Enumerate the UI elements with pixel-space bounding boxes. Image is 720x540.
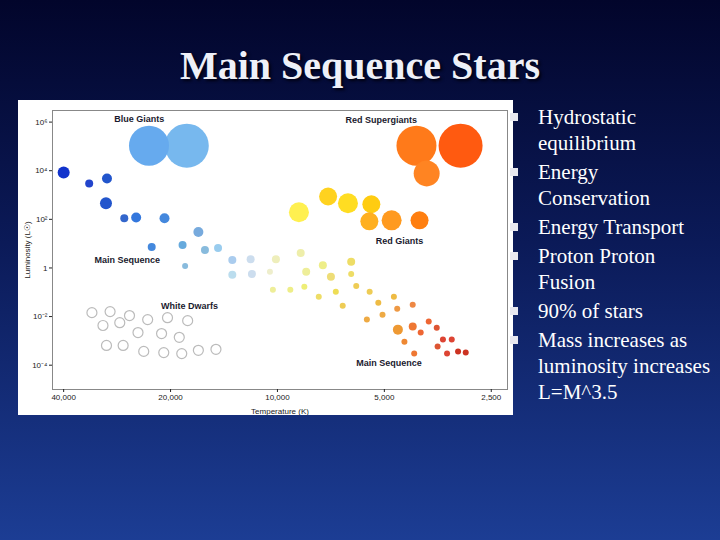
svg-text:Main Sequence: Main Sequence — [356, 358, 422, 368]
html-text:Energy Transport: Energy Transport — [538, 215, 684, 239]
html-text:Hydrostatic equilibrium: Hydrostatic equilibrium — [538, 105, 636, 155]
html-text:90% of stars: 90% of stars — [538, 299, 643, 323]
svg-text:Luminosity (L☉): Luminosity (L☉) — [23, 221, 32, 279]
svg-text:5,000: 5,000 — [374, 393, 395, 402]
svg-text:2,500: 2,500 — [481, 393, 502, 402]
html-text:Mass increases as luminosity i: Mass increases as luminosity increases L… — [538, 328, 711, 404]
svg-text:1: 1 — [43, 264, 48, 273]
html-text:Energy Conservation: Energy Conservation — [538, 160, 650, 210]
html-text:Proton Proton Fusion: Proton Proton Fusion — [538, 244, 656, 294]
svg-text:Red Supergiants: Red Supergiants — [346, 115, 418, 125]
svg-text:10⁻²: 10⁻² — [33, 312, 48, 321]
svg-text:10⁻⁴: 10⁻⁴ — [32, 361, 48, 370]
svg-text:20,000: 20,000 — [158, 393, 183, 402]
svg-text:Blue Giants: Blue Giants — [114, 114, 164, 124]
svg-text:10,000: 10,000 — [265, 393, 290, 402]
svg-text:Temperature (K): Temperature (K) — [251, 407, 309, 416]
svg-text:40,000: 40,000 — [51, 393, 76, 402]
svg-text:Red Giants: Red Giants — [376, 236, 424, 246]
svg-text:White Dwarfs: White Dwarfs — [161, 301, 218, 311]
svg-text:10⁶: 10⁶ — [35, 118, 47, 127]
svg-text:Main Sequence: Main Sequence — [94, 255, 160, 265]
html-text:Main Sequence Stars: Main Sequence Stars — [180, 43, 540, 88]
svg-text:10⁴: 10⁴ — [35, 166, 48, 175]
svg-text:10²: 10² — [36, 215, 48, 224]
